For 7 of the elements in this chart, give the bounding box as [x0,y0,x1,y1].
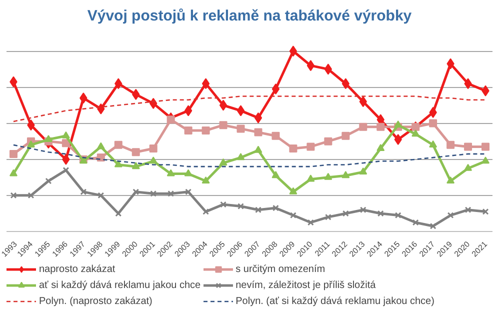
legend-label: s určitým omezením [236,262,326,276]
chart-title: Vývoj postojů k reklamě na tabákové výrobky [87,8,412,24]
legend-label: Polyn. (ať si každý dává reklamu jakou chce) [236,294,434,308]
legend-label: ať si každý dává reklamu jakou chce [39,278,201,292]
legend-label: nevím, záležitost je příliš složitá [236,278,376,292]
legend-label: naprosto zakázat [39,262,116,276]
legend-label: Polyn. (naprosto zakázat) [39,294,152,308]
